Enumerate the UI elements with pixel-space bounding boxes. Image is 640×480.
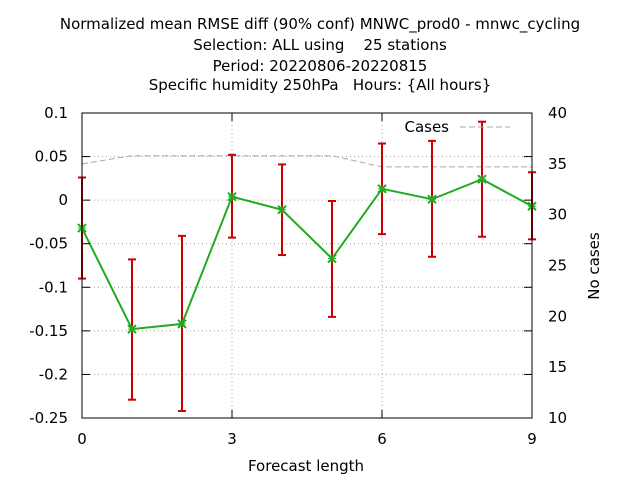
x-tick-label: 0 xyxy=(77,430,87,448)
x-tick-label: 6 xyxy=(377,430,387,448)
y-tick-label: -0.2 xyxy=(39,365,68,383)
legend: Cases xyxy=(404,118,510,136)
x-axis-label: Forecast length xyxy=(248,457,364,475)
cases-series xyxy=(81,155,532,168)
y-tick-label: -0.1 xyxy=(39,278,68,296)
y-tick-label: 0.1 xyxy=(44,104,68,122)
y-tick-label: -0.05 xyxy=(29,235,68,253)
y2-tick-label: 40 xyxy=(548,104,567,122)
data-point xyxy=(477,174,487,184)
y2-tick-label: 15 xyxy=(548,358,567,376)
plot-frame xyxy=(81,112,533,419)
y-tick-label: 0 xyxy=(58,191,68,209)
y2-tick-label: 25 xyxy=(548,257,567,275)
data-point xyxy=(127,324,137,334)
data-point xyxy=(177,319,187,329)
data-point xyxy=(227,191,237,202)
cases-line xyxy=(81,155,532,168)
grid-lines xyxy=(82,113,532,418)
y-tick-label: 0.05 xyxy=(35,148,68,166)
data-point xyxy=(327,253,337,264)
data-point xyxy=(277,205,287,215)
x-tick-label: 9 xyxy=(527,430,537,448)
y2-tick-label: 20 xyxy=(548,307,567,325)
error-bars xyxy=(78,120,536,413)
mean-diff-line xyxy=(81,178,533,331)
y2-tick-label: 10 xyxy=(548,409,567,427)
legend-label: Cases xyxy=(404,118,449,136)
x-tick-label: 3 xyxy=(227,430,237,448)
chart-title-line-3: Period: 20220806-20220815 xyxy=(212,57,428,75)
data-point xyxy=(377,184,387,194)
chart-title-line-1: Normalized mean RMSE diff (90% conf) MNW… xyxy=(59,15,581,33)
y-tick-label: -0.25 xyxy=(29,409,68,427)
axes: 0.1 0.05 0 -0.05 -0.1 -0.15 -0.2 -0.25 0 3 6 9 40 35 3… xyxy=(29,104,567,448)
right-axis-label: No cases xyxy=(585,232,603,300)
y-tick-label: -0.15 xyxy=(29,322,68,340)
y2-tick-label: 35 xyxy=(548,155,567,173)
y2-tick-label: 30 xyxy=(548,206,567,224)
chart-title-line-4: Specific humidity 250hPa Hours: {All hou… xyxy=(148,76,492,94)
chart-title-line-2: Selection: ALL using 25 stations xyxy=(193,36,447,54)
data-point xyxy=(427,194,437,204)
mean-diff-series xyxy=(77,174,537,334)
